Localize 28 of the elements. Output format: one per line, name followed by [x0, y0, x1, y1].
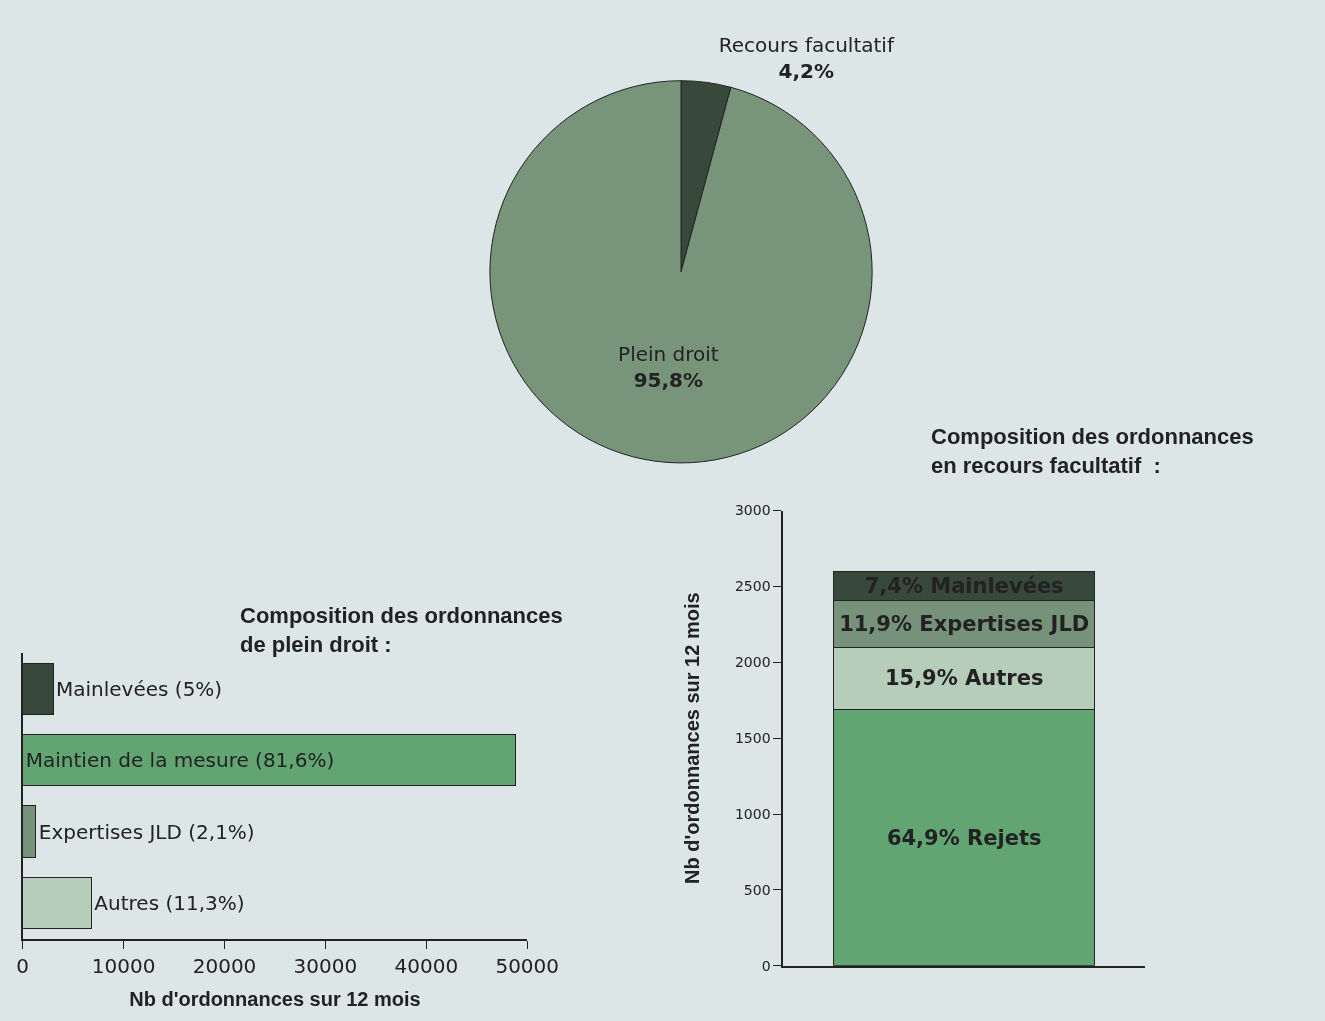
x-tick-label: 10000	[91, 953, 156, 978]
x-tick-label: 30000	[293, 953, 358, 978]
y-tick-label: Mainlevées (5%)	[56, 676, 223, 701]
y-tick-label: Autres (11,3%)	[94, 890, 245, 915]
series-label: 15,9% Autres	[884, 666, 1044, 691]
x-axis-title: Nb d'ordonnances sur 12 mois	[129, 987, 421, 1010]
y-tick-label: 1500	[734, 730, 771, 747]
y-tick-label: 1000	[734, 805, 771, 822]
slice-label: Plein droit	[618, 341, 719, 366]
y-tick-label: 500	[743, 881, 771, 898]
series-label: 64,9% Rejets	[886, 825, 1042, 850]
y-tick-label: Maintien de la mesure (81,6%)	[25, 748, 335, 773]
x-tick-label: 40000	[394, 953, 459, 978]
pie-slice	[489, 80, 873, 464]
y-tick-label: 2000	[734, 654, 771, 671]
chart-title: Composition des ordonnances de plein droit :	[240, 603, 563, 657]
series-label: 11,9% Expertises JLD	[839, 611, 1090, 636]
slice-label: Recours facultatif	[718, 32, 895, 57]
x-tick-label: 20000	[192, 953, 257, 978]
data-label: 4,2%	[778, 58, 835, 83]
y-axis-title: Nb d'ordonnances sur 12 mois	[680, 592, 703, 884]
y-tick-label: 3000	[734, 502, 771, 519]
y-tick-label: Expertises JLD (2,1%)	[38, 819, 255, 844]
y-tick-label: 2500	[734, 578, 771, 595]
chart-title: Composition des ordonnances en recours facultatif :	[931, 424, 1254, 478]
data-label: 95,8%	[633, 367, 704, 392]
x-tick-label: 50000	[495, 953, 560, 978]
x-tick-label: 0	[16, 953, 30, 978]
